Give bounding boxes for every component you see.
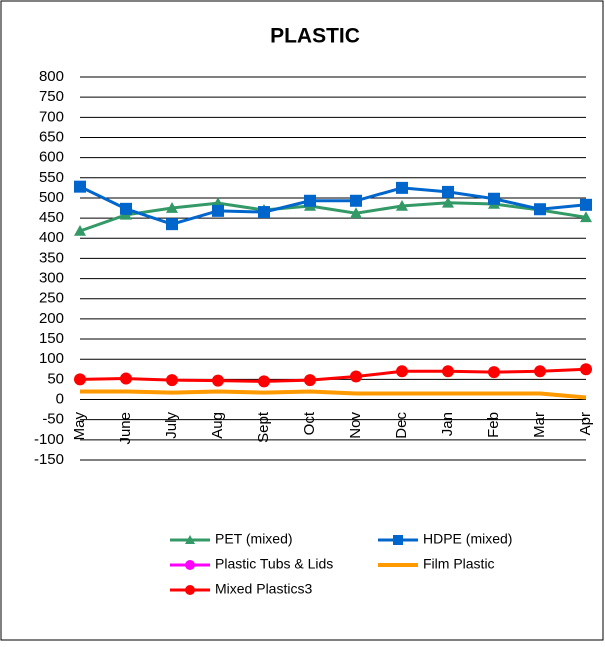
- y-tick-label: 750: [39, 88, 64, 105]
- y-tick-label: 300: [39, 270, 64, 287]
- y-tick-label: 350: [39, 249, 64, 266]
- marker: [442, 185, 454, 198]
- x-tick-label: Sept: [255, 411, 272, 443]
- y-tick-label: 700: [39, 108, 64, 125]
- series-line: [79, 367, 587, 383]
- legend-label: Film Plastic: [423, 556, 495, 572]
- y-tick-label: -150: [34, 451, 64, 468]
- marker: [212, 204, 224, 217]
- marker: [534, 365, 546, 378]
- marker: [396, 200, 408, 211]
- marker: [212, 374, 224, 387]
- y-tick-label: 50: [47, 370, 64, 387]
- marker: [350, 370, 362, 383]
- x-tick-label: July: [163, 412, 180, 439]
- y-tick-label: 100: [39, 350, 64, 367]
- y-tick-label: 200: [39, 310, 64, 327]
- marker: [166, 218, 178, 231]
- legend-marker: [185, 560, 195, 570]
- x-tick-label: Oct: [301, 411, 318, 435]
- legend-marker: [185, 585, 195, 595]
- x-tick-label: May: [71, 412, 88, 441]
- marker: [396, 365, 408, 378]
- legend-label: Plastic Tubs & Lids: [215, 556, 333, 572]
- marker: [350, 207, 362, 219]
- chart-title: PLASTIC: [270, 25, 360, 48]
- marker: [74, 180, 86, 193]
- x-tick-label: Nov: [347, 412, 364, 439]
- y-tick-label: 450: [39, 209, 64, 226]
- marker: [488, 192, 500, 205]
- x-tick-label: Aug: [209, 412, 226, 439]
- marker: [580, 198, 592, 211]
- marker: [396, 181, 408, 194]
- marker: [74, 373, 86, 386]
- y-tick-label: 550: [39, 169, 64, 186]
- marker: [580, 211, 592, 223]
- x-tick-label: Jan: [439, 412, 456, 436]
- marker: [74, 225, 86, 236]
- x-tick-label: Dec: [393, 412, 410, 439]
- legend-label: PET (mixed): [215, 531, 293, 547]
- x-tick-label: June: [117, 412, 134, 445]
- y-tick-label: 150: [39, 330, 64, 347]
- legend-marker: [185, 535, 195, 544]
- marker: [258, 375, 270, 388]
- y-tick-label: 600: [39, 149, 64, 166]
- marker: [258, 206, 270, 219]
- marker: [442, 365, 454, 378]
- marker: [488, 366, 500, 379]
- x-tick-label: Apr: [577, 412, 594, 435]
- legend-label: HDPE (mixed): [423, 531, 512, 547]
- marker: [580, 363, 592, 376]
- y-tick-label: -100: [34, 431, 64, 448]
- y-tick-label: 500: [39, 189, 64, 206]
- marker: [166, 374, 178, 387]
- marker: [442, 196, 454, 208]
- y-tick-label: 800: [39, 68, 64, 85]
- x-tick-label: Feb: [485, 412, 502, 438]
- marker: [350, 194, 362, 207]
- y-tick-label: 250: [39, 290, 64, 307]
- legend-label: Mixed Plastics3: [215, 581, 312, 597]
- y-tick-label: 400: [39, 229, 64, 246]
- marker: [120, 372, 132, 385]
- series-line: [80, 389, 587, 400]
- series-line: [79, 201, 587, 233]
- marker: [304, 374, 316, 387]
- y-tick-label: -50: [42, 411, 64, 428]
- series-line: [79, 185, 587, 226]
- legend-marker: [393, 535, 403, 545]
- marker: [166, 202, 178, 213]
- x-tick-label: Mar: [531, 412, 548, 438]
- y-tick-label: 0: [56, 390, 64, 407]
- marker: [120, 202, 132, 215]
- marker: [534, 203, 546, 216]
- y-tick-label: 650: [39, 128, 64, 145]
- marker: [304, 194, 316, 207]
